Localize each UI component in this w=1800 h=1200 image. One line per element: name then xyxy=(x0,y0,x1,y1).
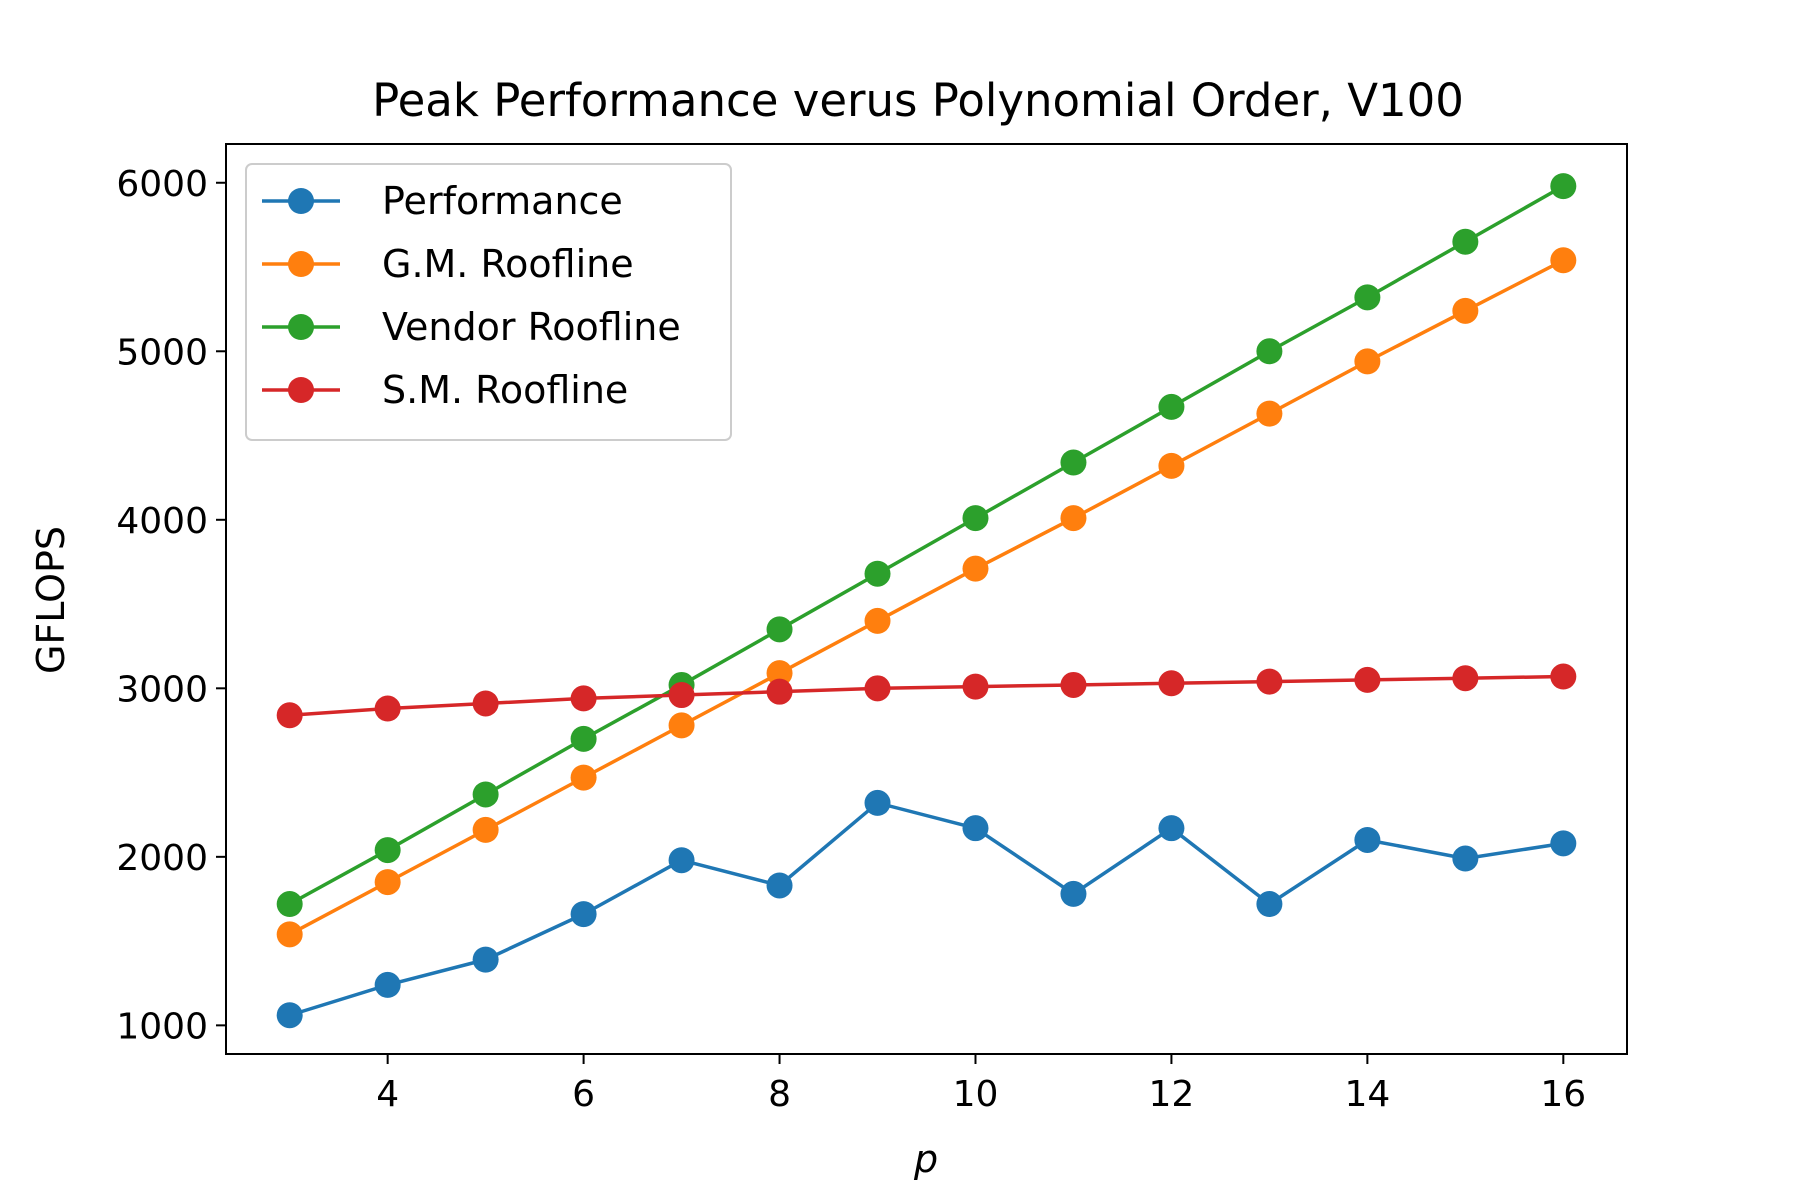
data-point xyxy=(570,764,597,791)
legend-entry: Performance xyxy=(262,179,623,223)
data-point xyxy=(472,690,499,717)
data-point xyxy=(864,607,891,634)
data-point xyxy=(1158,670,1185,697)
data-point xyxy=(374,869,401,896)
data-point xyxy=(374,695,401,722)
x-axis: 4 6 8 10 12 14 16 xyxy=(376,1054,1586,1115)
series-1 xyxy=(276,247,1577,948)
data-point xyxy=(1158,393,1185,420)
legend-swatch-marker xyxy=(288,188,314,214)
y-axis-label: GFLOPS xyxy=(29,526,73,674)
data-point xyxy=(766,872,793,899)
plot-area xyxy=(276,173,1577,1029)
data-point xyxy=(668,682,695,709)
data-point xyxy=(374,837,401,864)
data-point xyxy=(962,673,989,700)
data-point xyxy=(1452,297,1479,324)
data-point xyxy=(962,815,989,842)
data-point xyxy=(1158,452,1185,479)
data-point xyxy=(1256,338,1283,365)
legend-label: Vendor Roofline xyxy=(382,305,681,349)
y-axis: 1000 2000 3000 4000 5000 6000 xyxy=(116,164,226,1047)
x-axis-label: p xyxy=(913,1137,938,1181)
series-3 xyxy=(276,663,1577,729)
data-point xyxy=(766,660,793,687)
legend-entry: S.M. Roofline xyxy=(262,368,628,412)
legend-box xyxy=(245,163,732,441)
data-point xyxy=(1452,665,1479,692)
legend-label: G.M. Roofline xyxy=(382,242,634,286)
data-point xyxy=(570,725,597,752)
legend-entry: G.M. Roofline xyxy=(262,242,634,286)
data-point xyxy=(1550,247,1577,274)
series-line xyxy=(289,674,1564,718)
series-2 xyxy=(276,173,1577,918)
data-point xyxy=(1452,228,1479,255)
data-point xyxy=(472,781,499,808)
chart-title: Peak Performance verus Polynomial Order,… xyxy=(372,74,1464,127)
data-point xyxy=(1060,880,1087,907)
data-point xyxy=(766,616,793,643)
data-point xyxy=(374,971,401,998)
data-point xyxy=(276,1002,303,1029)
x-tick-label: 6 xyxy=(572,1074,595,1115)
y-tick-label: 6000 xyxy=(116,164,208,205)
legend-label: Performance xyxy=(382,179,623,223)
data-point xyxy=(472,946,499,973)
series-line xyxy=(288,184,1565,906)
x-tick-label: 10 xyxy=(953,1074,999,1115)
legend-swatch-marker xyxy=(288,251,314,277)
series-line xyxy=(289,801,1564,1017)
data-point xyxy=(864,560,891,587)
legend-swatch-marker xyxy=(288,314,314,340)
legend-entry: Vendor Roofline xyxy=(262,305,681,349)
x-tick-label: 12 xyxy=(1149,1074,1195,1115)
data-point xyxy=(570,901,597,928)
legend: Performance G.M. Roofline Vendor Roofline S… xyxy=(245,163,732,441)
data-point xyxy=(1256,668,1283,695)
data-point xyxy=(472,816,499,843)
data-point xyxy=(864,675,891,702)
legend-label: S.M. Roofline xyxy=(382,368,628,412)
data-point xyxy=(1354,826,1381,853)
data-point xyxy=(570,685,597,712)
y-tick-label: 2000 xyxy=(116,838,208,879)
data-point xyxy=(1158,815,1185,842)
data-point xyxy=(668,847,695,874)
data-point xyxy=(864,789,891,816)
data-point xyxy=(1060,505,1087,532)
data-point xyxy=(1354,666,1381,693)
data-point xyxy=(1354,348,1381,375)
y-tick-label: 4000 xyxy=(116,501,208,542)
x-tick-label: 14 xyxy=(1344,1074,1390,1115)
x-tick-label: 4 xyxy=(376,1074,399,1115)
x-tick-label: 16 xyxy=(1540,1074,1586,1115)
y-tick-label: 5000 xyxy=(116,332,208,373)
data-point xyxy=(276,891,303,918)
x-tick-label: 8 xyxy=(768,1074,791,1115)
data-point xyxy=(1452,845,1479,872)
data-point xyxy=(1256,891,1283,918)
data-point xyxy=(1354,284,1381,311)
series-line xyxy=(288,258,1565,936)
series-0 xyxy=(276,789,1577,1029)
legend-swatch-marker xyxy=(288,377,314,403)
data-point xyxy=(962,505,989,532)
y-tick-label: 3000 xyxy=(116,669,208,710)
data-point xyxy=(1256,400,1283,427)
plot-frame xyxy=(225,143,1628,1055)
data-point xyxy=(1060,671,1087,698)
data-point xyxy=(1060,449,1087,476)
data-point xyxy=(962,555,989,582)
data-point xyxy=(1550,663,1577,690)
data-point xyxy=(1550,830,1577,857)
data-point xyxy=(276,702,303,729)
data-point xyxy=(1550,173,1577,200)
data-point xyxy=(766,678,793,705)
y-tick-label: 1000 xyxy=(116,1006,208,1047)
data-point xyxy=(668,712,695,739)
data-point xyxy=(276,921,303,948)
